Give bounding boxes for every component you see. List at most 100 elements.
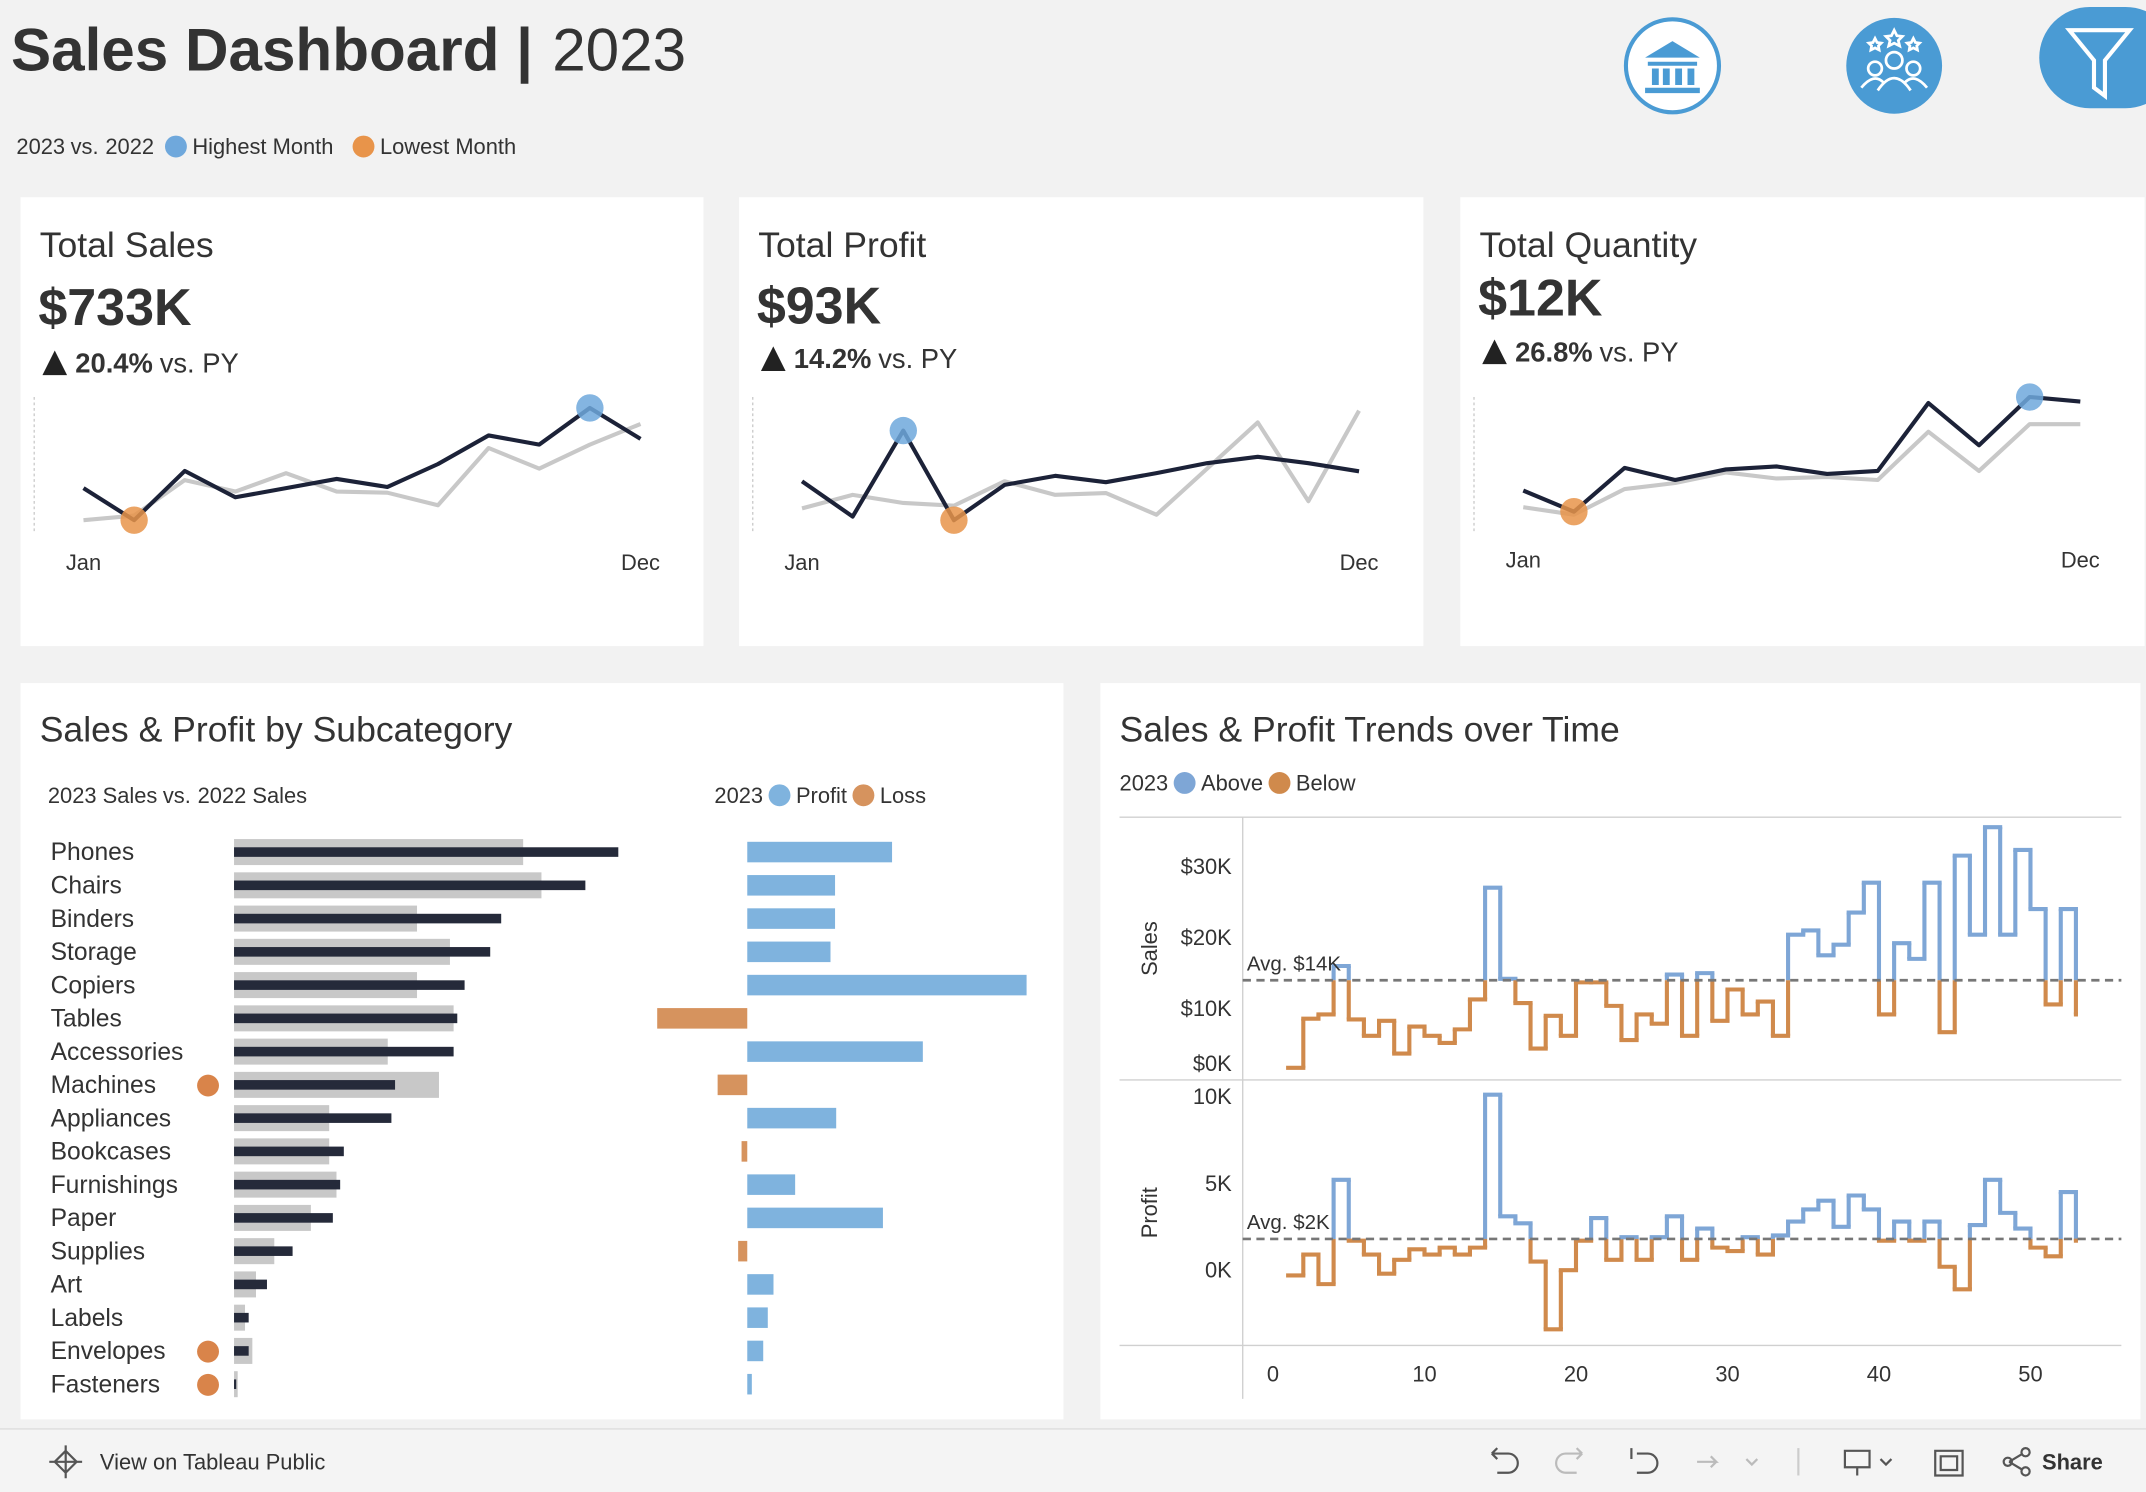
undo-button[interactable]	[1491, 1447, 1519, 1474]
legend-highest: Highest Month	[192, 134, 333, 159]
highlight-point	[1560, 497, 1588, 526]
up-triangle	[42, 350, 68, 376]
panel	[1100, 683, 2141, 1420]
legend-above: Above	[1201, 770, 1263, 795]
tableau-icon	[49, 1445, 83, 1479]
filter-icon	[2065, 28, 2134, 101]
highlight-point	[940, 506, 968, 534]
sparkline	[801, 409, 1361, 517]
bar-current	[234, 913, 502, 924]
kpi-change-label: vs. PY	[160, 347, 239, 378]
bar-current	[234, 1046, 454, 1057]
panel-title: Sales & Profit by Subcategory	[40, 710, 513, 750]
category-label: Machines	[51, 1072, 156, 1099]
x-tick-label: 20	[1564, 1362, 1588, 1387]
category-label: Labels	[51, 1305, 124, 1332]
decline-flag	[197, 1074, 219, 1097]
profit-bar	[747, 1274, 774, 1295]
legend-below: Below	[1296, 770, 1356, 795]
profit-bar	[747, 1373, 752, 1395]
category-label: Supplies	[51, 1238, 145, 1265]
profit-bar	[747, 841, 893, 863]
category-label: Storage	[51, 939, 137, 966]
legend-lowest: Lowest Month	[380, 134, 516, 159]
x-tick-label: Dec	[2061, 547, 2100, 572]
x-tick-label: Jan	[66, 550, 101, 575]
kpi-change: 26.8%	[1515, 336, 1593, 367]
kpi-change-label: vs. PY	[878, 343, 957, 374]
profit-bar	[741, 1141, 748, 1162]
legend-loss: Loss	[880, 783, 926, 808]
bar-current	[234, 1312, 249, 1323]
bar-current	[234, 1080, 396, 1090]
dashboard-title: Sales Dashboard |	[11, 15, 533, 85]
download-button[interactable]	[1843, 1449, 1893, 1476]
kpi-value: $12K	[1478, 269, 1603, 327]
bar-current	[234, 1246, 293, 1256]
legend-current: 2023	[16, 134, 65, 159]
legend-separator: vs.	[71, 134, 99, 159]
y-tick-label: 5K	[1205, 1171, 1232, 1196]
revert-button[interactable]	[1630, 1448, 1659, 1474]
panel-title: Sales & Profit Trends over Time	[1120, 710, 1620, 750]
kpi-value: $93K	[757, 278, 882, 336]
legend-dot	[1268, 772, 1291, 794]
x-tick-label: 50	[2018, 1362, 2042, 1387]
sparkline	[82, 405, 642, 523]
dashboard-year: 2023	[552, 15, 686, 83]
average-label: Avg. $14K	[1247, 952, 1342, 975]
bank-button[interactable]	[1623, 17, 1722, 115]
people-button[interactable]	[1846, 17, 1943, 114]
bar-current	[234, 1379, 237, 1389]
category-label: Furnishings	[51, 1172, 178, 1199]
highlight-point	[576, 394, 604, 422]
kpi-title: Total Quantity	[1479, 225, 1697, 265]
profit-bar	[747, 1041, 923, 1062]
redo-button[interactable]	[1555, 1447, 1583, 1474]
kpi-card	[1460, 197, 2145, 647]
fullscreen-button[interactable]	[1934, 1449, 1964, 1477]
highlight-point	[2015, 383, 2044, 411]
share-button[interactable]: Share	[2042, 1449, 2103, 1474]
decline-flag	[197, 1340, 219, 1363]
y-tick-label: $0K	[1193, 1051, 1232, 1076]
x-tick-label: 0	[1267, 1362, 1279, 1387]
legend-previous: 2022	[105, 134, 154, 159]
profit-bar	[747, 941, 831, 963]
y-tick-label: $20K	[1181, 925, 1232, 950]
axis-title: Sales	[1137, 921, 1162, 976]
filter-button[interactable]	[2039, 6, 2146, 109]
kpi-card	[739, 197, 1424, 647]
axis-title: Profit	[1137, 1187, 1162, 1238]
step-frame	[1119, 816, 2122, 1399]
x-tick-label: Jan	[784, 550, 819, 575]
bar-current	[234, 1113, 392, 1123]
view-link[interactable]: View on Tableau Public	[100, 1449, 325, 1474]
profit-bar	[747, 1174, 796, 1195]
refresh-button[interactable]	[1697, 1455, 1759, 1469]
bar-current	[234, 847, 619, 857]
kpi-change: 14.2%	[794, 343, 872, 374]
category-label: Bookcases	[51, 1139, 171, 1166]
kpi-value: $733K	[38, 279, 192, 337]
category-label: Binders	[51, 906, 135, 933]
category-label: Tables	[51, 1006, 122, 1033]
highlight-point	[120, 506, 148, 534]
profit-bar	[747, 875, 836, 896]
legend-dot	[352, 135, 375, 158]
profit-bar	[747, 1307, 768, 1328]
toolbar-icons	[49, 1445, 2031, 1479]
legend-profit: Profit	[796, 783, 847, 808]
x-tick-label: Dec	[621, 550, 660, 575]
bar-current	[234, 980, 465, 990]
bar-current	[234, 947, 491, 957]
kpi-title: Total Profit	[758, 225, 926, 265]
average-label: Avg. $2K	[1247, 1211, 1330, 1234]
highlight-point	[889, 416, 917, 445]
profit-bar	[747, 1107, 837, 1129]
legend-dot	[1173, 772, 1196, 794]
bar-current	[234, 880, 586, 891]
x-tick-label: Jan	[1506, 547, 1541, 572]
profit-bar	[747, 908, 836, 929]
